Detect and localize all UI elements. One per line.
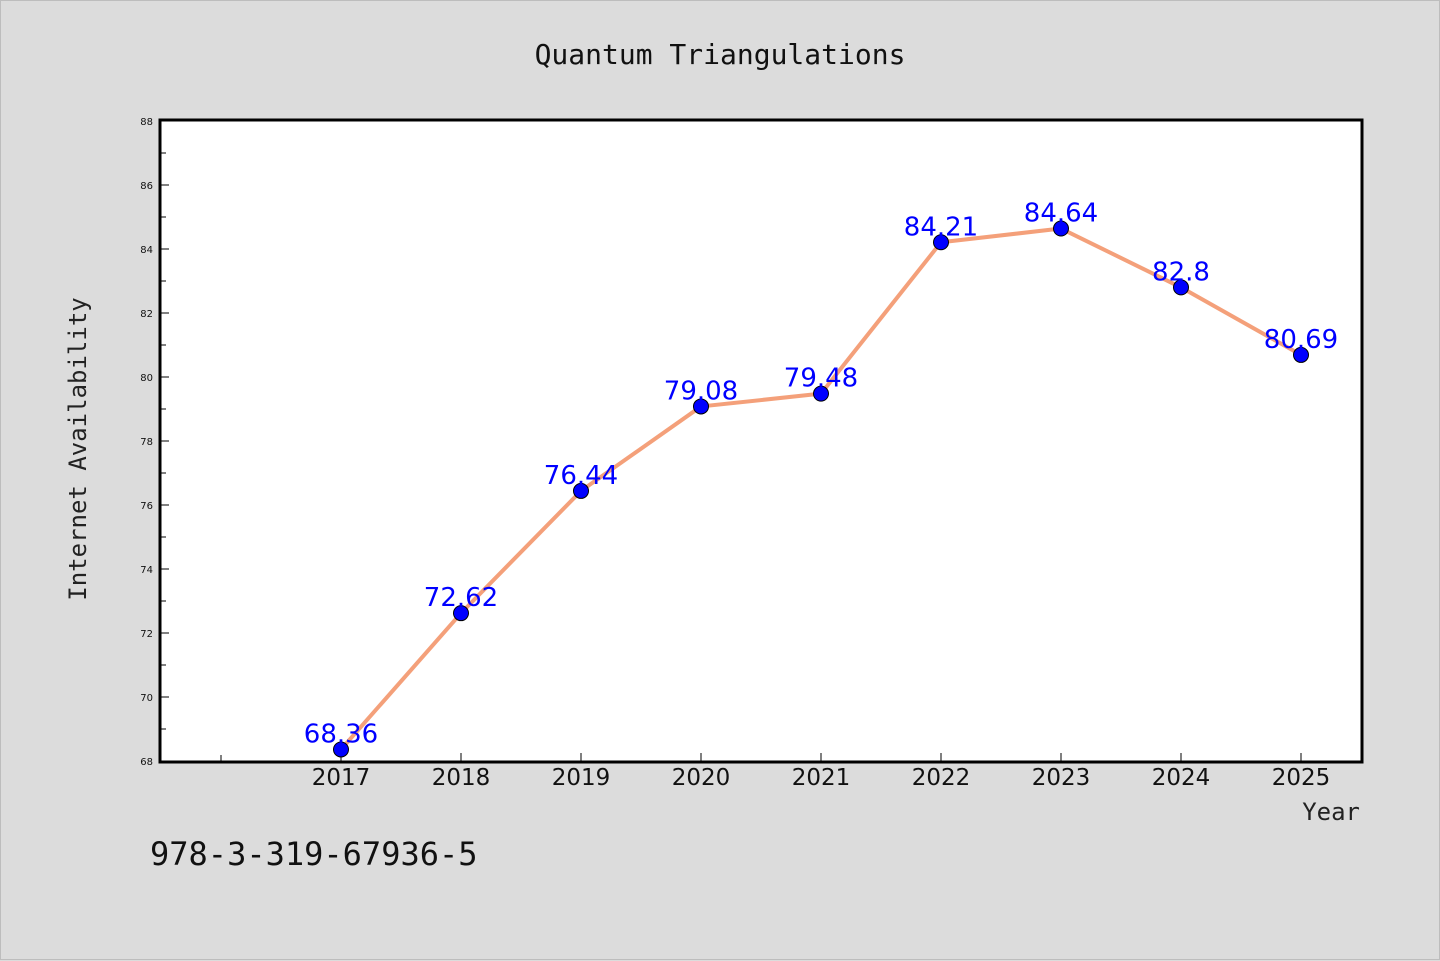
data-point (1173, 279, 1189, 296)
x-tick-label: 2020 (672, 765, 731, 791)
y-tick-label: 88 (140, 117, 153, 128)
y-tick-label: 74 (140, 565, 153, 576)
data-label: 68.36 (304, 719, 378, 749)
y-tick-label: 72 (140, 629, 153, 640)
data-point (1293, 346, 1309, 363)
data-point (813, 385, 829, 402)
y-tick-label: 76 (140, 501, 153, 512)
footer-isbn: 978-3-319-67936-5 (150, 835, 478, 873)
x-tick-label: 2017 (312, 765, 371, 791)
data-label: 76.44 (544, 461, 618, 491)
x-tick-label: 2024 (1152, 765, 1211, 791)
plot-area (158, 118, 1364, 764)
y-axis-label: Internet Availability (64, 297, 92, 600)
x-axis: 2017 2018 2019 2020 2021 2022 2023 2024 2025 (220, 753, 1331, 791)
data-label: 79.08 (664, 376, 738, 406)
data-point (1053, 220, 1069, 237)
data-label: 80.69 (1264, 325, 1338, 355)
x-tick-label: 2022 (912, 765, 971, 791)
chart-title: Quantum Triangulations (535, 38, 906, 71)
data-label: 72.62 (424, 583, 498, 613)
y-tick-label: 80 (140, 373, 153, 384)
x-axis-label: Year (1302, 798, 1360, 826)
data-label: 79.48 (784, 364, 858, 394)
data-point (693, 398, 709, 415)
y-tick-label: 86 (140, 181, 153, 192)
data-series: 68.36 72.62 76.44 79.08 79.48 84.21 84.64 82.8 8… (304, 199, 1338, 758)
data-label: 84.21 (904, 212, 978, 242)
x-tick-label: 2018 (432, 765, 491, 791)
y-tick-label: 84 (140, 245, 153, 256)
y-tick-label: 82 (140, 309, 153, 320)
y-axis: 68 70 72 74 76 78 80 82 84 86 88 (140, 117, 169, 768)
y-tick-label: 68 (140, 757, 153, 768)
y-tick-label: 78 (140, 437, 153, 448)
x-tick-label: 2023 (1032, 765, 1091, 791)
data-point (333, 741, 349, 758)
data-point (573, 482, 589, 499)
data-label: 82.8 (1152, 257, 1210, 287)
x-tick-label: 2025 (1272, 765, 1331, 791)
y-tick-label: 70 (140, 693, 153, 704)
data-label: 84.64 (1024, 199, 1098, 229)
x-tick-label: 2021 (792, 765, 851, 791)
data-point (453, 605, 469, 622)
x-tick-label: 2019 (552, 765, 611, 791)
data-point (933, 234, 949, 251)
